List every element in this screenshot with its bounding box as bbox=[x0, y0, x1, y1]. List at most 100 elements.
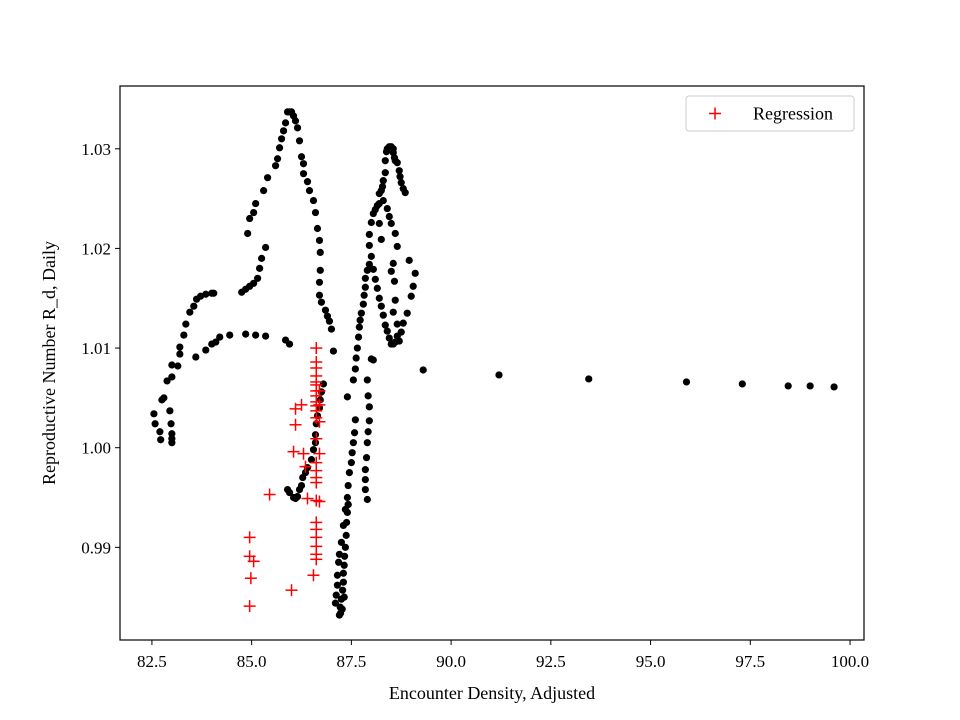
y-tick-label: 1.01 bbox=[81, 339, 111, 358]
data-point bbox=[343, 393, 351, 401]
data-point bbox=[364, 392, 372, 400]
data-point bbox=[411, 269, 419, 277]
data-point bbox=[168, 439, 176, 447]
data-point bbox=[260, 187, 268, 195]
data-point bbox=[168, 430, 176, 438]
data-point bbox=[344, 481, 352, 490]
data-point bbox=[244, 229, 252, 238]
data-point bbox=[355, 323, 363, 331]
regression-point bbox=[313, 398, 326, 411]
data-point bbox=[250, 279, 258, 287]
data-point bbox=[495, 371, 503, 379]
data-point bbox=[361, 466, 369, 474]
data-point bbox=[331, 599, 340, 607]
data-point bbox=[315, 291, 324, 299]
regression-point bbox=[313, 384, 326, 397]
data-point bbox=[325, 317, 334, 325]
data-point bbox=[252, 331, 260, 339]
data-point bbox=[343, 508, 351, 517]
regression-point bbox=[297, 447, 310, 460]
data-point bbox=[151, 420, 159, 428]
data-point bbox=[299, 473, 307, 482]
data-point bbox=[339, 569, 347, 577]
data-point bbox=[254, 274, 262, 282]
x-axis-label: Encounter Density, Adjusted bbox=[389, 683, 595, 703]
y-axis: 0.99 1.00 1.01 1.02 1.03 bbox=[81, 140, 120, 557]
regression-point bbox=[313, 447, 326, 460]
data-point bbox=[277, 135, 286, 143]
data-point bbox=[350, 429, 359, 437]
data-point bbox=[256, 264, 264, 272]
x-tick-label: 87.5 bbox=[337, 652, 367, 671]
data-point bbox=[226, 331, 234, 339]
data-point bbox=[403, 309, 411, 317]
data-point bbox=[363, 495, 371, 504]
data-points bbox=[150, 108, 838, 619]
data-point bbox=[299, 160, 308, 168]
data-point bbox=[365, 260, 373, 268]
data-point bbox=[242, 330, 250, 338]
data-point bbox=[333, 581, 342, 589]
data-point bbox=[361, 485, 369, 494]
regression-point bbox=[244, 572, 257, 585]
data-point bbox=[348, 449, 356, 457]
data-point bbox=[339, 578, 347, 586]
regression-point bbox=[313, 415, 326, 428]
data-point bbox=[297, 153, 306, 161]
data-point bbox=[363, 439, 371, 447]
regression-point bbox=[310, 494, 323, 507]
data-point bbox=[273, 155, 282, 163]
x-tick-label: 100.0 bbox=[831, 652, 869, 671]
data-point bbox=[365, 403, 373, 411]
x-tick-label: 82.5 bbox=[137, 652, 167, 671]
data-point bbox=[313, 224, 322, 233]
data-point bbox=[342, 518, 351, 527]
data-point bbox=[176, 350, 184, 358]
x-tick-label: 95.0 bbox=[636, 652, 666, 671]
data-point bbox=[393, 320, 401, 328]
data-point bbox=[311, 431, 320, 439]
data-point bbox=[390, 277, 399, 285]
data-point bbox=[365, 417, 373, 425]
data-point bbox=[271, 162, 280, 170]
data-point bbox=[369, 356, 377, 364]
data-point bbox=[371, 275, 379, 283]
data-point bbox=[305, 187, 314, 195]
data-point bbox=[356, 316, 364, 324]
data-point bbox=[275, 144, 284, 152]
data-point bbox=[367, 252, 375, 260]
data-point bbox=[362, 454, 371, 462]
data-point bbox=[344, 500, 352, 509]
data-point bbox=[340, 561, 348, 569]
data-point bbox=[349, 376, 357, 384]
data-point bbox=[316, 266, 324, 274]
data-point bbox=[180, 331, 188, 339]
data-point bbox=[176, 343, 184, 351]
data-point bbox=[407, 292, 415, 300]
data-point bbox=[363, 266, 371, 274]
data-point bbox=[150, 410, 158, 418]
data-point bbox=[409, 282, 417, 290]
data-point bbox=[307, 456, 316, 464]
data-point bbox=[212, 338, 220, 346]
data-point bbox=[381, 169, 389, 177]
data-point bbox=[351, 365, 359, 373]
data-point bbox=[299, 170, 308, 178]
data-point bbox=[391, 296, 399, 304]
data-point bbox=[186, 308, 194, 316]
data-point bbox=[285, 340, 294, 348]
data-point bbox=[395, 167, 403, 175]
legend-box bbox=[685, 95, 855, 132]
data-point bbox=[347, 459, 355, 467]
data-point bbox=[182, 320, 190, 328]
data-point bbox=[262, 243, 270, 252]
data-point bbox=[361, 283, 369, 291]
data-point bbox=[806, 382, 814, 390]
data-point bbox=[190, 302, 198, 310]
data-point bbox=[391, 229, 399, 238]
data-point bbox=[281, 119, 290, 127]
data-point bbox=[375, 219, 383, 228]
data-point bbox=[393, 242, 401, 251]
regression-point bbox=[301, 492, 314, 505]
